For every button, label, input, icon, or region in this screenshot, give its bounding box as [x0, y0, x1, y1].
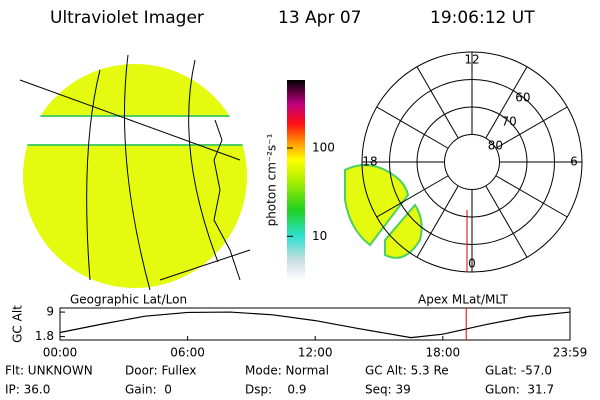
status-field: Gain: 0	[125, 383, 172, 397]
projection-label: Geographic Lat/Lon	[70, 293, 187, 307]
geo-image	[23, 64, 247, 288]
polar-spoke	[376, 106, 449, 149]
status-field: Seq: 39	[365, 383, 411, 397]
x-tick-label: 18:00	[426, 346, 461, 360]
y-tick-label: 1.8	[35, 329, 54, 343]
time: 19:06:12 UT	[430, 8, 535, 28]
y-tick-label: 9	[46, 305, 54, 319]
x-tick-label: 00:00	[43, 346, 78, 360]
polar-image	[384, 203, 423, 259]
mlt-label: 6	[570, 155, 578, 169]
geo-grid	[19, 54, 251, 291]
status-field: IP: 36.0	[5, 383, 50, 397]
mlt-label: 0	[468, 257, 476, 271]
status-field: GC Alt: 5.3 Re	[365, 364, 449, 378]
x-tick-label: 06:00	[170, 346, 205, 360]
status-field: GLon: 31.7	[485, 383, 554, 397]
colorbar-label: photon cm⁻²s⁻¹	[265, 133, 279, 226]
polar-spoke	[485, 185, 528, 258]
colorbar	[287, 80, 305, 280]
polar-spoke	[495, 106, 568, 149]
mlt-label: 12	[464, 53, 479, 67]
altitude-line	[59, 311, 571, 339]
date: 13 Apr 07	[278, 8, 361, 28]
colorbar-tick-label: 100	[312, 141, 335, 155]
status-field: Flt: UNKNOWN	[5, 364, 93, 378]
status-field: GLat: -57.0	[485, 364, 552, 378]
polar-spoke	[416, 185, 459, 258]
title: Ultraviolet Imager	[50, 8, 204, 28]
polar-image	[344, 164, 410, 247]
status-field: Dsp: 0.9	[245, 383, 307, 397]
polar-spoke	[495, 175, 568, 218]
status-field: Door: Fullex	[125, 364, 196, 378]
x-tick-label: 23:59	[553, 346, 588, 360]
polar-ring-label: 80	[488, 139, 503, 153]
polar-spoke	[416, 66, 459, 139]
mlt-label: 18	[362, 155, 377, 169]
y-axis-label: GC Alt	[11, 305, 25, 343]
x-tick-label: 12:00	[298, 346, 333, 360]
colorbar-tick-label: 10	[312, 229, 327, 243]
polar-ring-label: 70	[502, 115, 517, 129]
polar-spoke	[376, 175, 449, 218]
plot-frame	[59, 307, 571, 341]
polar-ring-label: 60	[515, 91, 530, 105]
polar-spoke	[485, 66, 528, 139]
projection-label: Apex MLat/MLT	[418, 293, 508, 307]
status-field: Mode: Normal	[245, 364, 329, 378]
